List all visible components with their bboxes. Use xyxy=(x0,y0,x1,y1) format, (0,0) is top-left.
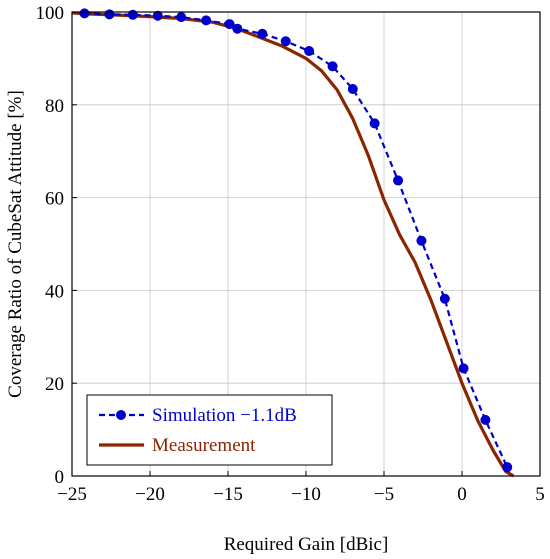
simulation-point xyxy=(127,9,138,20)
simulation-point xyxy=(327,61,338,72)
legend-measurement-label: Measurement xyxy=(152,435,256,456)
x-tick-label: −10 xyxy=(291,484,321,505)
simulation-point xyxy=(224,19,235,30)
legend: Simulation −1.1dB Measurement xyxy=(86,394,333,466)
simulation-point xyxy=(104,9,115,20)
simulation-point xyxy=(79,8,90,19)
ticks: −25 −20 −15 −10 −5 0 5 0 20 40 60 80 100 xyxy=(36,3,545,505)
simulation-point xyxy=(502,462,513,473)
y-tick-label: 60 xyxy=(45,189,64,210)
simulation-point xyxy=(152,10,163,21)
legend-simulation-marker xyxy=(116,410,126,420)
simulation-point xyxy=(480,414,491,425)
x-tick-label: −20 xyxy=(135,484,165,505)
y-tick-label: 100 xyxy=(36,3,65,24)
simulation-point xyxy=(257,28,268,39)
x-tick-label: 0 xyxy=(457,484,467,505)
legend-box xyxy=(86,394,333,466)
series-layer xyxy=(71,8,515,478)
legend-simulation-label: Simulation −1.1dB xyxy=(152,405,297,426)
simulation-point xyxy=(280,36,291,47)
measurement-line xyxy=(71,11,515,478)
x-tick-label: −25 xyxy=(57,484,87,505)
x-tick-label: −15 xyxy=(213,484,243,505)
x-axis-label: Required Gain [dBic] xyxy=(224,534,389,555)
simulation-point xyxy=(369,118,380,129)
simulation-point xyxy=(304,45,315,56)
y-tick-label: 80 xyxy=(45,96,64,117)
y-axis-label: Coverage Ratio of CubeSat Attitude [%] xyxy=(5,90,26,398)
simulation-point xyxy=(347,84,358,95)
y-tick-label: 0 xyxy=(55,467,65,488)
x-tick-label: 5 xyxy=(535,484,545,505)
simulation-point xyxy=(458,363,469,374)
simulation-point xyxy=(176,12,187,23)
simulation-point xyxy=(201,15,212,26)
simulation-point xyxy=(439,293,450,304)
simulation-point xyxy=(416,235,427,246)
simulation-point xyxy=(393,175,404,186)
x-tick-label: −5 xyxy=(374,484,394,505)
y-tick-label: 20 xyxy=(45,374,64,395)
y-tick-label: 40 xyxy=(45,281,64,302)
simulation-point xyxy=(232,23,243,34)
